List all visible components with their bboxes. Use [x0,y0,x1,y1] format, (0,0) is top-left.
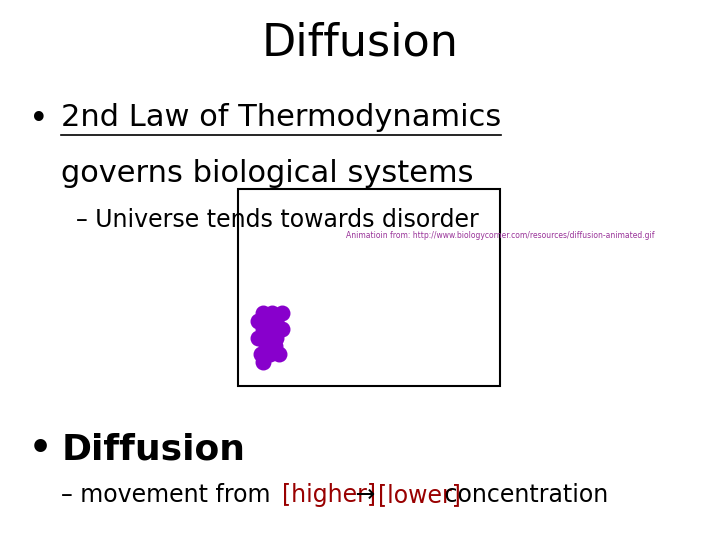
Point [255,349,266,358]
Point [276,325,287,334]
Point [274,349,285,358]
Point [269,341,281,350]
Text: Animatioin from: http://www.biologycorner.com/resources/diffusion-animated.gif: Animatioin from: http://www.biologycorne… [346,231,654,240]
Text: concentration: concentration [437,483,608,507]
Point [257,357,269,366]
Point [271,333,282,342]
Point [257,309,269,318]
Point [261,333,273,342]
Point [261,317,273,326]
Point [261,341,272,350]
Text: governs biological systems: governs biological systems [61,159,474,188]
Point [257,325,269,334]
Text: [lower]: [lower] [378,483,461,507]
Text: •: • [29,432,52,466]
Text: →: → [348,483,383,507]
Text: Diffusion: Diffusion [261,22,459,65]
Point [276,309,287,318]
Point [266,309,278,318]
Text: •: • [29,103,48,136]
Point [266,325,278,334]
Text: – movement from: – movement from [61,483,278,507]
Point [264,349,276,358]
Text: [higher]: [higher] [282,483,377,507]
Point [271,317,282,326]
FancyBboxPatch shape [238,189,500,386]
Text: – Universe tends towards disorder: – Universe tends towards disorder [76,208,478,232]
Text: 2nd Law of Thermodynamics: 2nd Law of Thermodynamics [61,103,501,132]
Text: Diffusion: Diffusion [61,432,246,466]
Point [252,317,264,326]
Point [252,333,264,342]
